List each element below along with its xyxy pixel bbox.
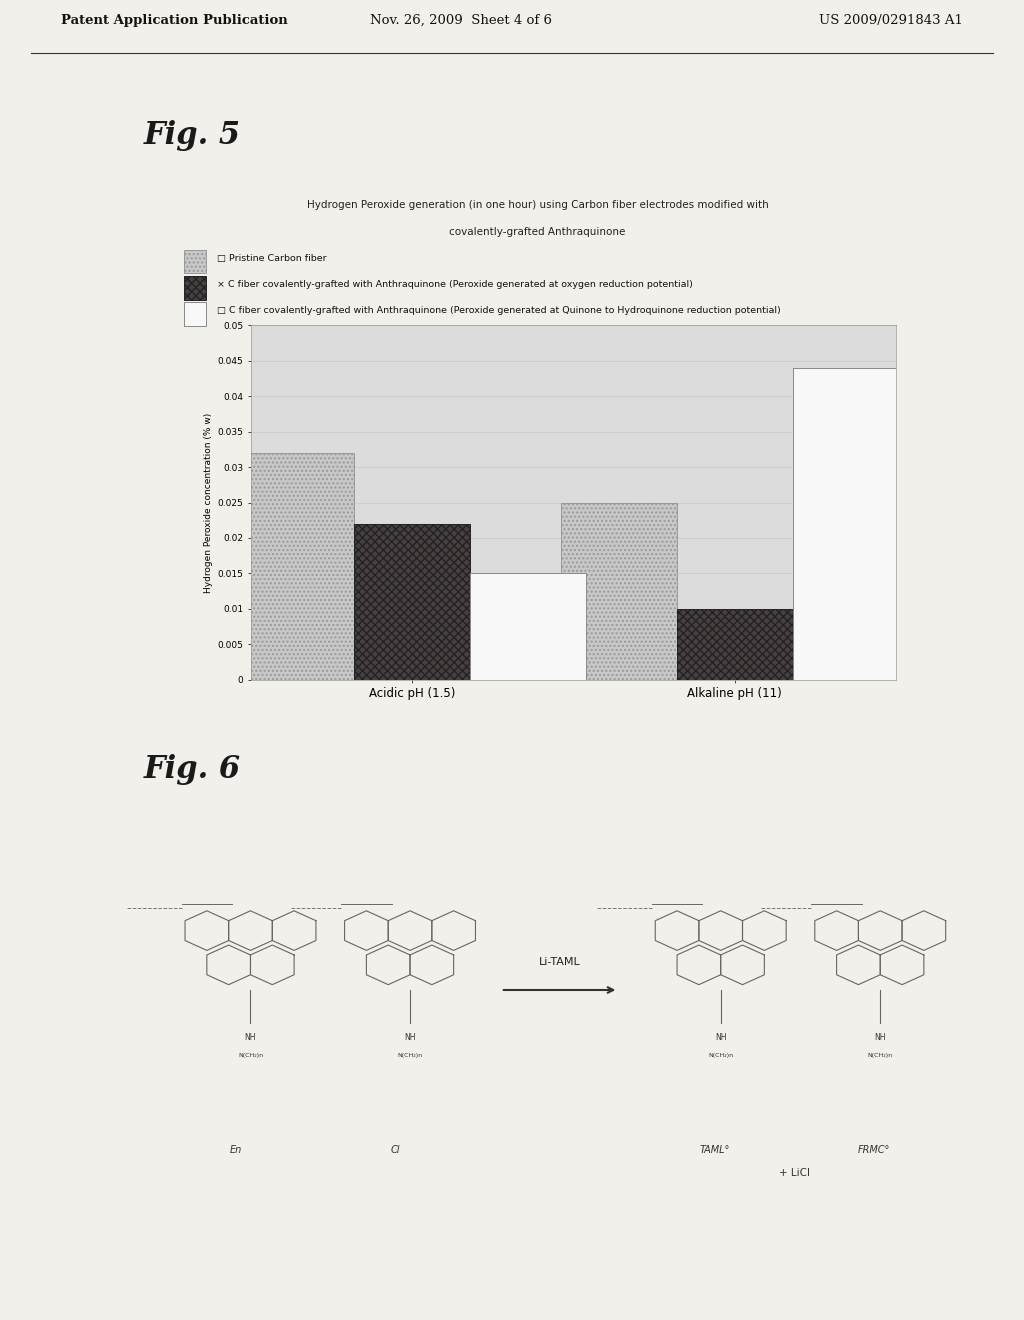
Text: Fig. 6: Fig. 6 — [143, 754, 241, 785]
Text: N(CH₂)n: N(CH₂)n — [238, 1053, 263, 1057]
Text: Nov. 26, 2009  Sheet 4 of 6: Nov. 26, 2009 Sheet 4 of 6 — [370, 13, 552, 26]
Text: FRMC°: FRMC° — [858, 1144, 891, 1155]
Bar — [183, 276, 206, 300]
Text: N(CH₂)n: N(CH₂)n — [397, 1053, 423, 1057]
Bar — [470, 573, 587, 680]
Text: NH: NH — [245, 1032, 256, 1041]
Y-axis label: Hydrogen Peroxide concentration (% w): Hydrogen Peroxide concentration (% w) — [204, 412, 213, 593]
Bar — [354, 524, 470, 680]
Text: Hydrogen Peroxide generation (in one hour) using Carbon fiber electrodes modifie: Hydrogen Peroxide generation (in one hou… — [307, 201, 768, 210]
Text: □ C fiber covalently-grafted with Anthraquinone (Peroxide generated at Quinone t: □ C fiber covalently-grafted with Anthra… — [217, 306, 780, 315]
Text: N(CH₂)n: N(CH₂)n — [709, 1053, 733, 1057]
Text: Li-TAML: Li-TAML — [539, 957, 581, 966]
Bar — [560, 503, 677, 680]
Text: N(CH₂)n: N(CH₂)n — [867, 1053, 893, 1057]
Text: Cl: Cl — [391, 1144, 400, 1155]
Text: □ Pristine Carbon fiber: □ Pristine Carbon fiber — [217, 255, 327, 263]
Text: TAML°: TAML° — [699, 1144, 730, 1155]
Text: NH: NH — [874, 1032, 886, 1041]
Bar — [793, 368, 909, 680]
Bar — [677, 609, 793, 680]
Text: En: En — [230, 1144, 243, 1155]
Text: + LiCl: + LiCl — [779, 1168, 810, 1179]
Bar — [183, 302, 206, 326]
Bar — [238, 453, 354, 680]
Bar — [183, 249, 206, 273]
Text: US 2009/0291843 A1: US 2009/0291843 A1 — [818, 13, 963, 26]
Text: Fig. 5: Fig. 5 — [143, 120, 241, 152]
Text: NH: NH — [715, 1032, 726, 1041]
Text: Patent Application Publication: Patent Application Publication — [61, 13, 288, 26]
Text: × C fiber covalently-grafted with Anthraquinone (Peroxide generated at oxygen re: × C fiber covalently-grafted with Anthra… — [217, 280, 693, 289]
Text: NH: NH — [404, 1032, 416, 1041]
Text: covalently-grafted Anthraquinone: covalently-grafted Anthraquinone — [450, 227, 626, 236]
